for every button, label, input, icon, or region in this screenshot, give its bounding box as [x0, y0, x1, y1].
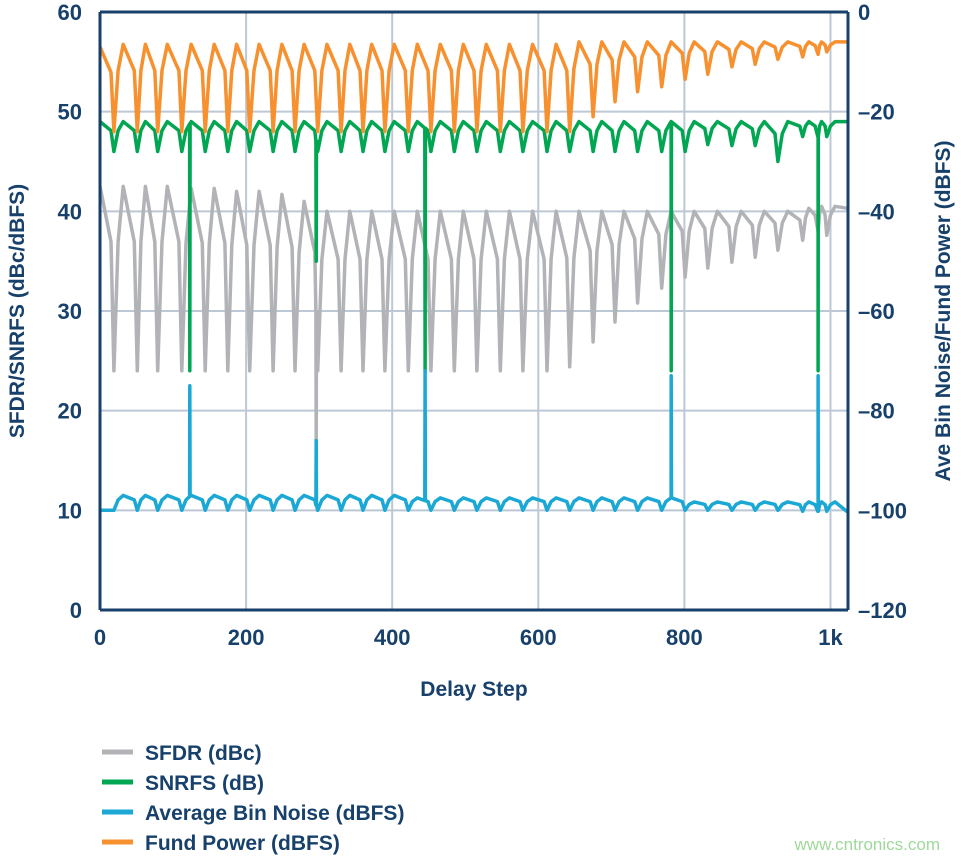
y-left-tick-label: 30: [58, 299, 82, 324]
x-tick-label: 200: [228, 625, 265, 650]
y-right-tick-label: –40: [858, 199, 895, 224]
series-line-snrfs: [98, 119, 848, 373]
y-right-tick-label: –120: [858, 598, 907, 623]
y-axis-left-title: SFDR/SNRFS (dBc/dBFS): [6, 184, 29, 438]
y-left-tick-label: 60: [58, 0, 82, 25]
plot-frame: [98, 10, 850, 612]
legend-label-fund-power: Fund Power (dBFS): [145, 832, 340, 855]
y-axis-right-title: Ave Bin Noise/Fund Power (dBFS): [932, 140, 955, 481]
x-axis-title: Delay Step: [420, 678, 527, 701]
grid: [100, 12, 848, 610]
y-right-tick-label: –80: [858, 399, 895, 424]
series-lines: [98, 40, 849, 514]
x-tick-label: 600: [520, 625, 557, 650]
legend: SFDR (dBc) SNRFS (dB) Average Bin Noise …: [102, 742, 404, 855]
y-left-tick-label: 0: [70, 598, 82, 623]
y-right-tick-label: 0: [858, 0, 870, 25]
x-tick-label: 400: [374, 625, 411, 650]
legend-label-bin-noise: Average Bin Noise (dBFS): [145, 802, 404, 825]
x-tick-label: 800: [666, 625, 703, 650]
y-right-tick-label: –60: [858, 299, 895, 324]
y-left-tick-label: 40: [58, 199, 82, 224]
y-left-tick-label: 10: [58, 498, 82, 523]
series-line-fund-power: [98, 40, 848, 134]
y-right-tick-label: –20: [858, 100, 895, 125]
y-left-tick-label: 20: [58, 399, 82, 424]
y-left-tick-label: 50: [58, 100, 82, 125]
legend-label-snrfs: SNRFS (dB): [145, 772, 264, 795]
series-line-sfdr: [98, 184, 848, 443]
x-tick-label: 1k: [818, 625, 843, 650]
series-line-bin-noise: [100, 369, 849, 514]
x-tick-label: 0: [94, 625, 106, 650]
y-right-tick-label: –100: [858, 498, 907, 523]
watermark: www.cntronics.com: [794, 835, 940, 854]
legend-label-sfdr: SFDR (dBc): [145, 742, 262, 765]
